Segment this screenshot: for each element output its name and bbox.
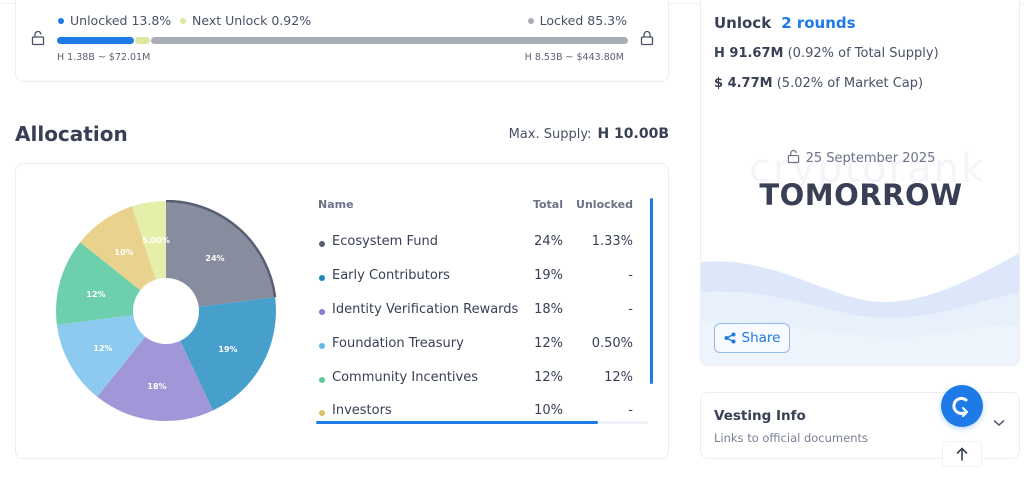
row-name: Early Contributors (332, 268, 450, 283)
row-unlocked: - (628, 268, 633, 283)
pie-label-10: 10% (114, 248, 133, 257)
share-icon (724, 332, 736, 344)
row-color-dot (319, 410, 325, 416)
header-name[interactable]: Name (318, 198, 354, 211)
allocation-title: Allocation (15, 122, 128, 146)
locked-bar (151, 37, 628, 44)
unlock-token-note: (0.92% of Total Supply) (787, 46, 939, 61)
row-name: Ecosystem Fund (332, 234, 438, 249)
pie-hole (133, 278, 199, 344)
pie-slice-investors[interactable] (80, 206, 166, 311)
row-unlocked: 0.50% (591, 336, 633, 351)
unlock-usd-note: (5.02% of Market Cap) (776, 76, 924, 91)
row-unlocked: 12% (604, 370, 633, 385)
vertical-scrollbar[interactable] (650, 198, 653, 384)
unlock-title: Unlock (714, 14, 772, 32)
share-label: Share (741, 330, 781, 346)
row-name: Investors (332, 403, 392, 418)
row-color-dot (319, 343, 325, 349)
pie-slice-identity-verification[interactable] (97, 311, 213, 422)
legend-unlocked: Unlocked 13.8% (58, 13, 171, 28)
row-total: 18% (534, 302, 563, 317)
unlock-date: 25 September 2025 (701, 149, 1019, 166)
unlock-heading: Unlock 2 rounds (714, 14, 856, 32)
row-total: 12% (534, 336, 563, 351)
row-unlocked: 1.33% (591, 234, 633, 249)
legend-next-unlock: Next Unlock 0.92% (180, 13, 311, 28)
unlocked-amount: H 1.38B ~ $72.01M (57, 52, 151, 63)
arrow-up-icon (956, 447, 968, 461)
row-total: 10% (534, 403, 563, 418)
max-supply: Max. Supply: H 10.00B (509, 126, 669, 142)
lock-icon (640, 30, 654, 46)
supply-progress-card: Unlocked 13.8% Next Unlock 0.92% Locked … (15, 0, 669, 82)
unlock-countdown: TOMORROW (759, 178, 963, 212)
cryptorank-logo-icon (952, 396, 968, 417)
vesting-title: Vesting Info (714, 408, 806, 424)
unlocked-dot (58, 17, 64, 24)
row-color-dot (319, 275, 325, 281)
next-unlock-card: Unlock 2 rounds H 91.67M (0.92% of Total … (700, 0, 1020, 366)
table-row[interactable]: Identity Verification Rewards 18% - (318, 302, 638, 324)
table-row[interactable]: Foundation Treasury 12% 0.50% (318, 336, 638, 358)
row-name: Community Incentives (332, 370, 479, 385)
unlock-date-text: 25 September 2025 (805, 151, 936, 166)
pie-label-18: 18% (147, 382, 166, 391)
unlock-token-amount: H 91.67M (714, 46, 784, 61)
max-supply-label: Max. Supply: (508, 127, 592, 142)
row-unlocked: - (628, 302, 633, 317)
row-color-dot (319, 309, 325, 315)
row-unlocked: - (628, 403, 633, 418)
table-row[interactable]: Early Contributors 19% - (318, 268, 638, 290)
table-row[interactable]: Ecosystem Fund 24% 1.33% (318, 234, 638, 256)
next-unlock-bar (135, 37, 150, 44)
unlock-usd-amount: $ 4.77M (714, 76, 773, 91)
pie-slice-ecosystem-fund[interactable] (166, 201, 276, 311)
row-total: 19% (534, 268, 563, 283)
locked-amount: H 8.53B ~ $443.80M (524, 52, 624, 63)
unlock-token-line: H 91.67M (0.92% of Total Supply) (714, 46, 939, 61)
unlock-usd-line: $ 4.77M (5.02% of Market Cap) (714, 76, 923, 91)
pie-label-24: 24% (205, 254, 224, 263)
watermark: cryptorank (749, 146, 987, 192)
row-color-dot (319, 241, 325, 247)
next-unlock-dot (180, 17, 186, 24)
table-row[interactable]: Community Incentives 12% 12% (318, 370, 638, 392)
chevron-down-icon[interactable] (993, 419, 1005, 427)
unlocked-bar (57, 37, 134, 44)
pie-label-12b: 12% (86, 290, 105, 299)
pie-slice-foundation-treasury[interactable] (56, 311, 166, 397)
header-unlocked[interactable]: Unlocked (576, 198, 633, 211)
max-supply-value: H 10.00B (597, 126, 669, 142)
pie-label-12a: 12% (93, 344, 112, 353)
locked-label: Locked 85.3% (539, 13, 627, 28)
pie-label-19: 19% (218, 345, 237, 354)
row-name: Identity Verification Rewards (332, 302, 519, 317)
scroll-to-top-button[interactable] (942, 441, 982, 467)
row-total: 12% (534, 370, 563, 385)
row-total: 24% (534, 234, 563, 249)
pie-label-5: 5.00% (142, 236, 170, 245)
cryptorank-assistant-button[interactable] (941, 385, 983, 427)
unlock-rounds-link[interactable]: 2 rounds (781, 14, 856, 32)
row-color-dot (319, 377, 325, 383)
legend-locked: Locked 85.3% (527, 13, 627, 28)
share-button[interactable]: Share (714, 323, 790, 353)
unlocked-label: Unlocked 13.8% (70, 13, 172, 28)
row-name: Foundation Treasury (332, 336, 464, 351)
vesting-subtitle: Links to official documents (714, 431, 868, 445)
header-total[interactable]: Total (532, 198, 563, 211)
unlock-icon (787, 149, 799, 164)
next-unlock-label: Next Unlock 0.92% (192, 13, 312, 28)
allocation-pie-chart[interactable]: 24% 19% 18% 12% 12% 10% 5.00% (55, 200, 277, 422)
table-row[interactable]: Investors 10% - (318, 403, 638, 425)
unlock-icon (31, 30, 45, 46)
horizontal-scrollbar[interactable] (316, 421, 598, 424)
allocation-card: 24% 19% 18% 12% 12% 10% 5.00% Name Total… (15, 163, 669, 459)
locked-dot (527, 17, 534, 24)
